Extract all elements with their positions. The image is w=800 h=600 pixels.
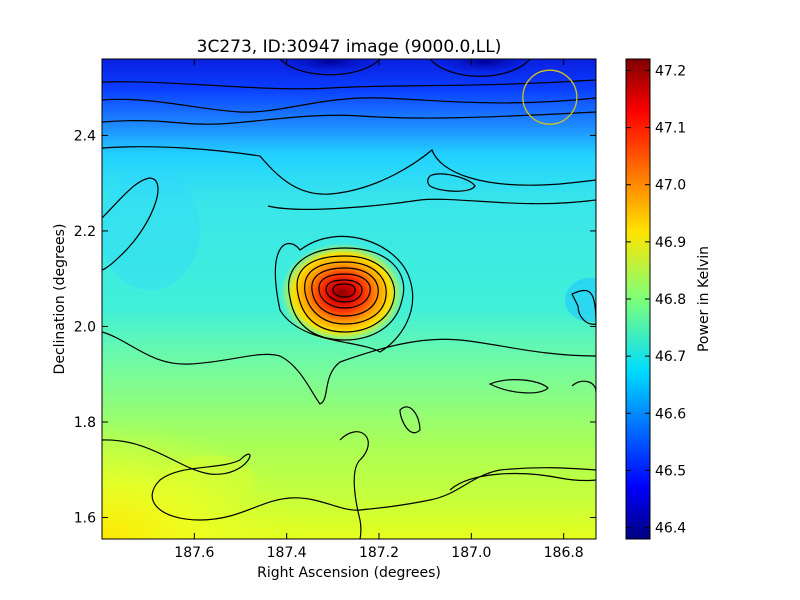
contour-lines	[102, 59, 596, 539]
colorbar-ticks: 46.4 46.5 46.6 46.7 46.8 46.9 47.0 47.1 47.2	[626, 63, 686, 537]
x-tick-label: 187.2	[359, 545, 399, 561]
y-tick-label: 2.2	[74, 224, 96, 240]
colorbar-tick-label: 47.2	[655, 63, 686, 79]
colorbar-tick-label: 46.8	[655, 292, 686, 308]
chart-title: 3C273, ID:30947 image (9000.0,LL)	[197, 37, 502, 57]
colorbar-tick-label: 46.4	[655, 521, 686, 537]
x-axis-ticks: 187.6 187.4 187.2 187.0 186.8	[174, 59, 584, 561]
colorbar-tick-label: 46.6	[655, 406, 686, 422]
x-tick-label: 187.4	[267, 545, 307, 561]
beam-marker	[522, 69, 578, 125]
x-tick-label: 187.0	[451, 545, 491, 561]
y-tick-label: 1.6	[74, 511, 96, 527]
x-tick-label: 187.6	[174, 545, 214, 561]
colorbar-tick-label: 47.1	[655, 121, 686, 137]
x-tick-label: 186.8	[544, 545, 584, 561]
colorbar-label: Power in Kelvin	[696, 246, 712, 352]
colorbar-tick-label: 46.7	[655, 349, 686, 365]
plot-area: 187.6 187.4 187.2 187.0 186.8 1.6 1.8 2.0 2.2 2.…	[74, 58, 597, 561]
heatmap-image	[102, 59, 596, 539]
y-axis-ticks: 1.6 1.8 2.0 2.2 2.4	[74, 128, 596, 527]
colorbar-tick-label: 47.0	[655, 178, 686, 194]
colorbar: 46.4 46.5 46.6 46.7 46.8 46.9 47.0 47.1 47.2 Pow…	[625, 58, 712, 540]
colorbar-tick-label: 46.5	[655, 463, 686, 479]
y-tick-label: 2.4	[74, 128, 96, 144]
x-axis-label: Right Ascension (degrees)	[257, 565, 441, 581]
y-tick-label: 1.8	[74, 415, 96, 431]
y-tick-label: 2.0	[74, 319, 96, 335]
colorbar-tick-label: 46.9	[655, 235, 686, 251]
plot-frame	[101, 58, 597, 540]
source-peak	[280, 243, 405, 344]
y-axis-label: Declination (degrees)	[52, 224, 68, 375]
